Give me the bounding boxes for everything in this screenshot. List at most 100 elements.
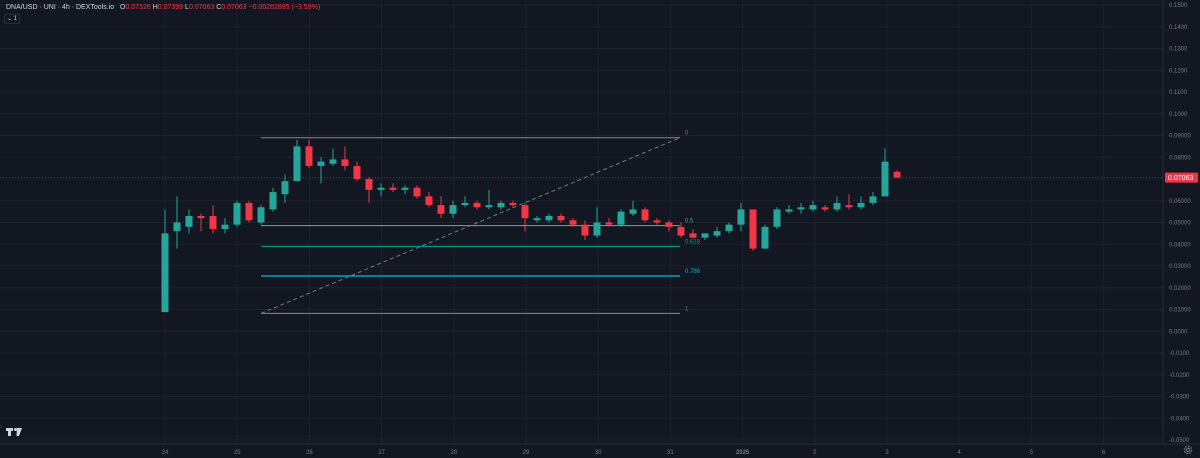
candle-body[interactable] bbox=[809, 205, 817, 210]
candle-body[interactable] bbox=[401, 187, 409, 190]
symbol-title[interactable]: DNA/USD · UNI · 4h · DEXTools.io bbox=[6, 4, 115, 11]
y-tick-label: 0.1000 bbox=[1169, 112, 1188, 118]
y-tick-label: 0.04000 bbox=[1169, 242, 1191, 248]
candle-body[interactable] bbox=[473, 202, 481, 208]
candle-body[interactable] bbox=[485, 205, 493, 208]
y-tick-label: -0.0200 bbox=[1169, 373, 1190, 379]
candle-body[interactable] bbox=[641, 209, 649, 221]
candle-body[interactable] bbox=[581, 224, 589, 236]
y-tick-label: 0.1400 bbox=[1169, 25, 1188, 31]
y-tick-label: 0.1100 bbox=[1169, 90, 1188, 96]
y-tick-label: 0.08000 bbox=[1169, 155, 1191, 161]
y-tick-label: 0.1500 bbox=[1169, 3, 1188, 9]
candle-body[interactable] bbox=[737, 209, 745, 225]
candle-body[interactable] bbox=[461, 202, 469, 206]
y-tick-label: 0.02000 bbox=[1169, 286, 1191, 292]
candle-body[interactable] bbox=[713, 231, 721, 236]
candle-body[interactable] bbox=[509, 202, 517, 206]
low-label: L bbox=[185, 4, 189, 11]
candle-body[interactable] bbox=[605, 222, 613, 225]
candle-body[interactable] bbox=[677, 226, 685, 236]
candle-body[interactable] bbox=[749, 209, 757, 249]
candle-body[interactable] bbox=[209, 215, 217, 230]
candle-body[interactable] bbox=[257, 207, 265, 223]
candle-body[interactable] bbox=[725, 224, 733, 232]
candle-body[interactable] bbox=[857, 202, 865, 208]
candle-body[interactable] bbox=[533, 218, 541, 221]
candle-body[interactable] bbox=[569, 220, 577, 225]
x-tick-label: 5 bbox=[1030, 450, 1034, 456]
candle-body[interactable] bbox=[197, 215, 205, 219]
x-tick-label: 25 bbox=[234, 450, 241, 456]
y-tick-label: -0.0100 bbox=[1169, 351, 1190, 357]
candle-body[interactable] bbox=[305, 146, 313, 166]
tradingview-logo-icon[interactable] bbox=[5, 425, 23, 439]
candle-body[interactable] bbox=[881, 161, 889, 197]
x-tick-label: 3 bbox=[885, 450, 889, 456]
candle-body[interactable] bbox=[629, 209, 637, 214]
candle-body[interactable] bbox=[701, 233, 709, 238]
candle-body[interactable] bbox=[557, 215, 565, 221]
candle-body[interactable] bbox=[233, 202, 241, 225]
x-tick-label: 28 bbox=[450, 450, 457, 456]
candle-body[interactable] bbox=[341, 159, 349, 166]
candle-body[interactable] bbox=[845, 205, 853, 208]
x-tick-label: 6 bbox=[1102, 450, 1106, 456]
candle-body[interactable] bbox=[653, 220, 661, 223]
y-tick-label: -0.0500 bbox=[1169, 438, 1190, 444]
candle-body[interactable] bbox=[893, 171, 901, 178]
candle-body[interactable] bbox=[293, 146, 301, 182]
candle-body[interactable] bbox=[821, 207, 829, 210]
candle-body[interactable] bbox=[317, 161, 325, 166]
candle-body[interactable] bbox=[377, 187, 385, 190]
candle-body[interactable] bbox=[269, 192, 277, 210]
y-tick-label: 0.0000 bbox=[1169, 329, 1188, 335]
y-tick-label: 0.06000 bbox=[1169, 199, 1191, 205]
candle-body[interactable] bbox=[689, 233, 697, 238]
candle-body[interactable] bbox=[545, 215, 553, 221]
candle-body[interactable] bbox=[437, 205, 445, 214]
x-tick-label: 2 bbox=[813, 450, 817, 456]
y-tick-label: -0.0300 bbox=[1169, 395, 1190, 401]
gear-icon[interactable] bbox=[1182, 444, 1194, 456]
close-value: 0.07063 bbox=[221, 4, 247, 11]
y-tick-label: -0.0400 bbox=[1169, 416, 1190, 422]
candle-body[interactable] bbox=[833, 202, 841, 210]
candle-body[interactable] bbox=[221, 224, 229, 230]
candle-body[interactable] bbox=[761, 226, 769, 249]
x-tick-label: 30 bbox=[595, 450, 602, 456]
candle-body[interactable] bbox=[497, 202, 505, 208]
candle-body[interactable] bbox=[245, 202, 253, 221]
candle-body[interactable] bbox=[329, 159, 337, 164]
candle-body[interactable] bbox=[665, 222, 673, 227]
candle-body[interactable] bbox=[593, 222, 601, 236]
candle-body[interactable] bbox=[173, 222, 181, 232]
candle-body[interactable] bbox=[797, 207, 805, 210]
candle-body[interactable] bbox=[365, 179, 373, 190]
candle-body[interactable] bbox=[773, 209, 781, 227]
trend-line[interactable] bbox=[260, 137, 681, 314]
candle-body[interactable] bbox=[449, 205, 457, 214]
candle-body[interactable] bbox=[785, 209, 793, 212]
candle-body[interactable] bbox=[521, 205, 529, 219]
fib-level-label: 1 bbox=[685, 306, 689, 312]
open-value: 0.07326 bbox=[125, 4, 151, 11]
y-tick-label: 0.09000 bbox=[1169, 134, 1191, 140]
candle-body[interactable] bbox=[413, 187, 421, 197]
x-tick-label: 27 bbox=[378, 450, 385, 456]
y-tick-label: 0.1200 bbox=[1169, 68, 1188, 74]
candle-body[interactable] bbox=[161, 233, 169, 313]
candle-body[interactable] bbox=[869, 196, 877, 203]
candle-body[interactable] bbox=[353, 165, 361, 179]
candle-body[interactable] bbox=[425, 196, 433, 206]
candle-body[interactable] bbox=[281, 181, 289, 195]
collapse-indicators-button[interactable]: ⌄ 1 bbox=[4, 14, 20, 24]
candle-body[interactable] bbox=[617, 211, 625, 225]
low-value: 0.07063 bbox=[188, 4, 215, 11]
candle-body[interactable] bbox=[185, 215, 193, 227]
fib-level-label: 0.786 bbox=[685, 269, 701, 275]
x-tick-label: 4 bbox=[958, 450, 962, 456]
candle-body[interactable] bbox=[389, 187, 397, 190]
fib-level-label: 0.618 bbox=[685, 239, 701, 245]
